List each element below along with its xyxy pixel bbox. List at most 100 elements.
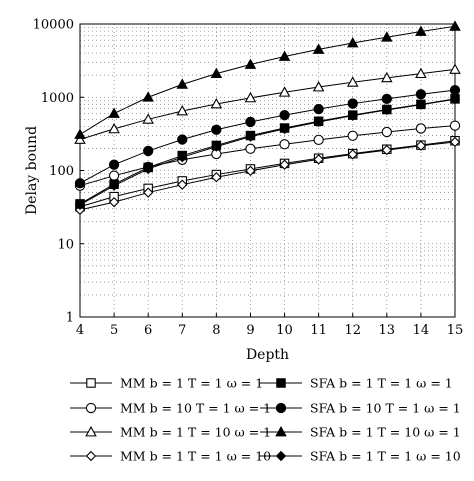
series-4 xyxy=(75,94,460,209)
data-point xyxy=(142,163,154,175)
data-point xyxy=(449,63,461,74)
x-tick-label: 5 xyxy=(110,323,118,338)
legend-label: MM b = 1 T = 1 ω = 1 xyxy=(120,376,263,391)
legend-label: MM b = 10 T = 1 ω = 1 xyxy=(120,401,271,416)
data-point xyxy=(347,98,358,109)
x-tick-label: 8 xyxy=(212,323,220,338)
series-line xyxy=(79,98,456,206)
data-point xyxy=(85,426,97,437)
legend-label: MM b = 1 T = 10 ω = 1 xyxy=(120,425,271,440)
data-point xyxy=(211,141,222,152)
data-point xyxy=(313,134,324,146)
y-tick-label: 1000 xyxy=(41,91,74,106)
data-point xyxy=(313,103,324,115)
data-point xyxy=(415,67,427,79)
legend-label: SFA b = 10 T = 1 ω = 1 xyxy=(310,401,461,416)
legend-item-2: MM b = 1 T = 10 ω = 1 xyxy=(70,425,271,440)
series-7 xyxy=(74,94,461,211)
series-line xyxy=(79,98,456,205)
x-tick-label: 15 xyxy=(447,323,464,338)
data-point xyxy=(108,196,120,208)
x-tick-label: 4 xyxy=(76,323,84,338)
data-point xyxy=(449,136,461,148)
data-point xyxy=(279,109,290,121)
data-point xyxy=(86,378,96,388)
grid xyxy=(80,24,455,317)
legend-item-0: MM b = 1 T = 1 ω = 1 xyxy=(70,376,263,391)
data-point xyxy=(74,178,86,189)
data-point xyxy=(142,187,154,198)
data-point xyxy=(74,128,86,139)
data-point xyxy=(278,50,291,61)
legend-label: SFA b = 1 T = 10 ω = 1 xyxy=(310,425,461,440)
data-point xyxy=(85,402,97,414)
data-point xyxy=(346,37,359,48)
data-point xyxy=(313,116,324,128)
legend-item-6: SFA b = 1 T = 10 ω = 1 xyxy=(260,425,461,440)
data-point xyxy=(381,31,393,42)
data-point xyxy=(275,450,287,462)
x-tick-label: 11 xyxy=(310,323,327,338)
series-line xyxy=(79,25,456,135)
data-point xyxy=(245,143,256,154)
data-point xyxy=(244,58,257,69)
series-line xyxy=(79,68,456,140)
data-point xyxy=(245,131,256,142)
data-point xyxy=(245,165,256,177)
legend-item-7: SFA b = 1 T = 1 ω = 10 xyxy=(260,449,461,464)
data-point xyxy=(449,120,461,131)
data-point xyxy=(275,402,287,414)
data-point xyxy=(449,20,461,31)
series-lines xyxy=(74,20,461,216)
data-point xyxy=(347,110,358,121)
data-point xyxy=(177,151,188,163)
data-point xyxy=(381,104,393,116)
legend-item-4: SFA b = 1 T = 1 ω = 1 xyxy=(260,376,453,391)
legend-item-5: SFA b = 10 T = 1 ω = 1 xyxy=(260,401,461,416)
data-point xyxy=(381,144,393,156)
data-point xyxy=(210,97,223,109)
data-point xyxy=(415,25,427,36)
x-axis-label: Depth xyxy=(246,347,289,363)
data-point xyxy=(278,86,291,97)
data-point xyxy=(279,139,290,150)
data-point xyxy=(244,91,257,103)
y-tick-label: 1 xyxy=(66,311,74,326)
data-point xyxy=(211,172,222,183)
data-point xyxy=(176,104,189,116)
data-point xyxy=(142,91,154,102)
x-tick-label: 13 xyxy=(379,323,396,338)
data-point xyxy=(276,378,286,388)
data-point xyxy=(177,179,188,190)
data-point xyxy=(279,159,290,170)
data-point xyxy=(108,170,120,181)
series-line xyxy=(79,140,456,208)
series-5 xyxy=(74,85,461,189)
data-point xyxy=(415,89,427,100)
data-point xyxy=(415,123,427,134)
data-point xyxy=(275,426,287,437)
y-tick-label: 100 xyxy=(49,164,74,179)
x-tick-label: 6 xyxy=(144,323,152,338)
legend-label: SFA b = 1 T = 1 ω = 1 xyxy=(310,376,453,391)
data-point xyxy=(381,71,393,83)
data-point xyxy=(279,123,290,135)
data-point xyxy=(143,145,154,157)
x-tick-label: 12 xyxy=(344,323,361,338)
data-point xyxy=(142,113,154,124)
data-point xyxy=(108,107,120,118)
data-point xyxy=(449,94,461,105)
data-point xyxy=(74,133,86,144)
data-point xyxy=(210,67,223,79)
legend: MM b = 1 T = 1 ω = 1 MM b = 10 T = 1 ω = … xyxy=(70,376,461,464)
legend-label: SFA b = 1 T = 1 ω = 10 xyxy=(310,449,461,464)
series-2 xyxy=(74,63,461,144)
x-tick-label: 7 xyxy=(178,323,186,338)
data-point xyxy=(312,81,325,92)
series-6 xyxy=(74,20,461,139)
series-line xyxy=(79,125,456,187)
y-tick-label: 10000 xyxy=(33,18,74,33)
legend-item-1: MM b = 10 T = 1 ω = 1 xyxy=(70,401,271,416)
axis-ticks: 4 5 6 7 8 9 10 11 12 13 14 15 1 10 100 1000 10000 xyxy=(33,18,464,339)
